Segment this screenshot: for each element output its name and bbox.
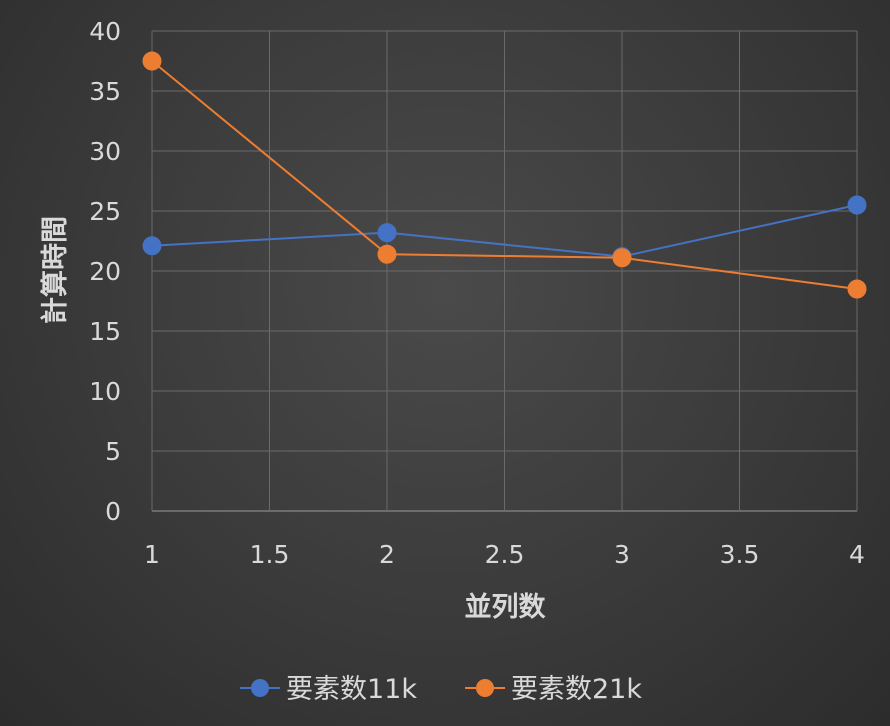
data-point (612, 248, 632, 268)
y-tick-label: 5 (105, 437, 121, 466)
y-axis-title: 計算時間 (39, 216, 71, 324)
data-point (377, 244, 397, 264)
x-tick-label: 1 (144, 540, 160, 569)
series-2 (142, 51, 867, 299)
legend-label: 要素数21k (511, 674, 642, 705)
y-tick-label: 35 (89, 77, 121, 106)
series-layer (142, 51, 867, 299)
x-axis-ticks: 1 1.5 2 2.5 3 3.5 4 (144, 540, 865, 569)
data-point (377, 223, 397, 243)
x-tick-label: 2.5 (485, 540, 525, 569)
x-axis-title: 並列数 (465, 592, 547, 623)
x-tick-label: 1.5 (250, 540, 290, 569)
y-tick-label: 10 (89, 377, 121, 406)
x-tick-label: 2 (379, 540, 395, 569)
legend-marker (476, 679, 494, 697)
y-tick-label: 20 (89, 257, 121, 286)
y-tick-label: 40 (89, 17, 121, 46)
y-tick-label: 0 (105, 497, 121, 526)
data-point (142, 51, 162, 71)
legend-marker (251, 679, 269, 697)
data-point (847, 195, 867, 215)
series-line (151, 60, 858, 290)
legend-item: 要素数21k (465, 674, 642, 705)
series-line (151, 204, 858, 258)
y-tick-label: 30 (89, 137, 121, 166)
data-point (142, 236, 162, 256)
y-tick-label: 25 (89, 197, 121, 226)
gridlines (151, 30, 858, 512)
y-tick-label: 15 (89, 317, 121, 346)
legend-item: 要素数11k (240, 674, 417, 705)
legend-label: 要素数11k (286, 674, 417, 705)
data-point (847, 279, 867, 299)
legend: 要素数11k 要素数21k (240, 674, 642, 705)
x-tick-label: 3.5 (720, 540, 760, 569)
x-tick-label: 4 (849, 540, 865, 569)
x-tick-label: 3 (614, 540, 630, 569)
y-axis-ticks: 0 5 10 15 20 25 30 35 40 (89, 17, 121, 526)
